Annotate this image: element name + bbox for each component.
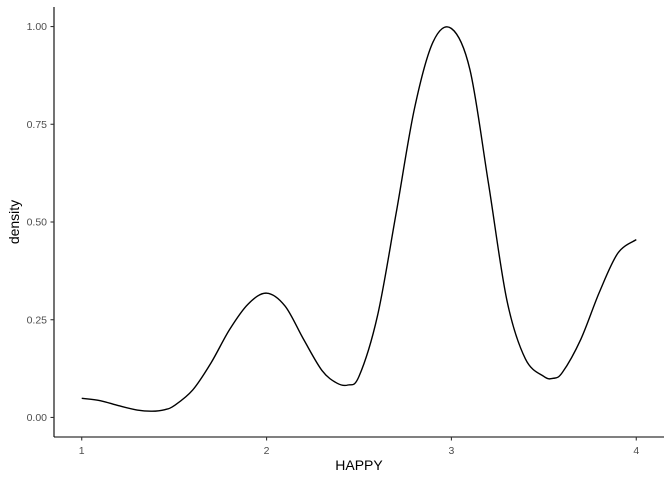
x-tick-label: 1	[79, 445, 85, 457]
y-tick-label: 0.75	[27, 119, 48, 131]
density-line	[81, 26, 637, 412]
x-tick-label: 4	[633, 445, 639, 457]
y-tick-label: 0.50	[27, 217, 48, 229]
plot-area	[81, 26, 637, 412]
x-tick-label: 2	[264, 445, 270, 457]
y-tick-label: 1.00	[27, 21, 48, 33]
x-axis-ticks: 1 2 3 4	[79, 437, 639, 457]
x-axis-title: HAPPY	[335, 457, 383, 473]
y-tick-label: 0.00	[27, 412, 48, 424]
y-axis-title: density	[6, 200, 22, 244]
y-axis-ticks: 0.00 0.25 0.50 0.75 1.00	[27, 21, 54, 424]
x-tick-label: 3	[449, 445, 455, 457]
y-tick-label: 0.25	[27, 314, 48, 326]
